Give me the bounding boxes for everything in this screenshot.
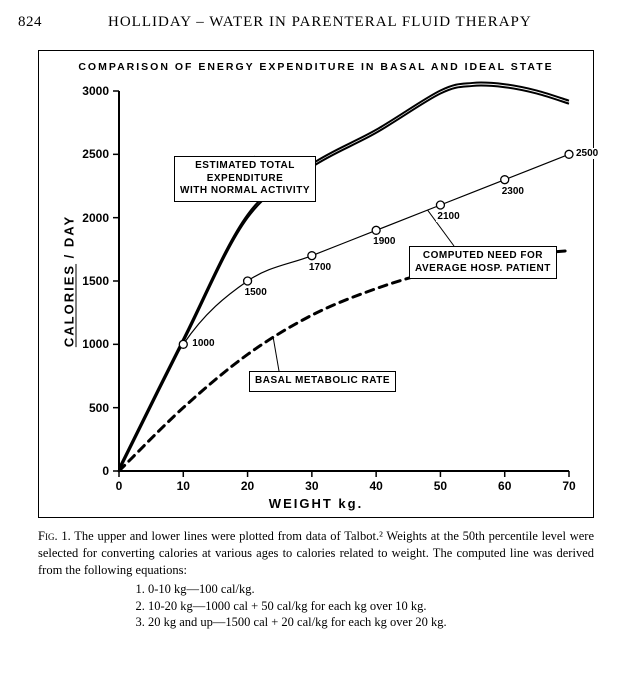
chart-frame: COMPARISON OF ENERGY EXPENDITURE IN BASA…	[38, 50, 594, 518]
x-tick-label: 20	[238, 479, 258, 493]
x-tick-label: 0	[109, 479, 129, 493]
data-point-label: 1500	[244, 287, 268, 298]
series-label-basal: BASAL METABOLIC RATE	[249, 371, 396, 392]
figure-caption: Fig. 1. The upper and lower lines were p…	[38, 528, 594, 631]
chart-title: COMPARISON OF ENERGY EXPENDITURE IN BASA…	[39, 61, 593, 73]
x-tick-label: 50	[430, 479, 450, 493]
plot-area: ESTIMATED TOTAL EXPENDITURE WITH NORMAL …	[119, 91, 569, 471]
y-tick-label: 2500	[69, 147, 109, 161]
x-axis-label: WEIGHT kg.	[39, 496, 593, 511]
x-tick-label: 30	[302, 479, 322, 493]
data-point-label: 1900	[372, 236, 396, 247]
equation-2: 10-20 kg—1000 cal + 50 cal/kg for each k…	[148, 598, 594, 615]
figure-label: Fig. 1.	[38, 529, 71, 543]
data-point-label: 2300	[501, 186, 525, 197]
equation-3: 20 kg and up—1500 cal + 20 cal/kg for ea…	[148, 614, 594, 631]
x-tick-label: 10	[173, 479, 193, 493]
data-point-label: 2500	[575, 148, 599, 159]
x-tick-label: 40	[366, 479, 386, 493]
y-tick-label: 0	[69, 464, 109, 478]
y-tick-label: 500	[69, 401, 109, 415]
equation-1: 0-10 kg—100 cal/kg.	[148, 581, 594, 598]
running-head-title: HOLLIDAY – WATER IN PARENTERAL FLUID THE…	[108, 14, 608, 31]
series-label-upper: ESTIMATED TOTAL EXPENDITURE WITH NORMAL …	[174, 156, 316, 202]
data-point-label: 1700	[308, 262, 332, 273]
series-label-computed: COMPUTED NEED FOR AVERAGE HOSP. PATIENT	[409, 246, 557, 279]
data-point-label: 1000	[191, 338, 215, 349]
y-tick-label: 3000	[69, 84, 109, 98]
caption-body: The upper and lower lines were plotted f…	[38, 529, 594, 577]
plot-svg	[119, 91, 569, 471]
page: 824 HOLLIDAY – WATER IN PARENTERAL FLUID…	[0, 0, 627, 678]
x-tick-label: 70	[559, 479, 579, 493]
y-tick-label: 1000	[69, 337, 109, 351]
page-number: 824	[18, 14, 42, 31]
y-tick-label: 1500	[69, 274, 109, 288]
data-point-label: 2100	[436, 211, 460, 222]
y-tick-label: 2000	[69, 211, 109, 225]
x-tick-label: 60	[495, 479, 515, 493]
